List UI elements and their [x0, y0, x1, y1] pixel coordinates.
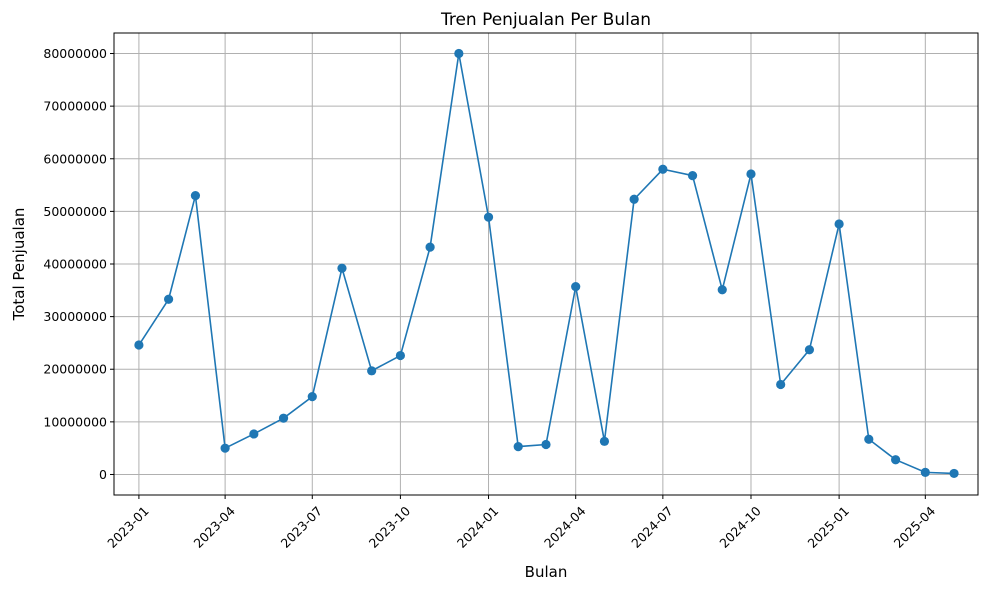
- x-tick-label: 2024-01: [454, 503, 502, 551]
- x-tick-label: 2023-04: [190, 503, 238, 551]
- y-tick-label: 50000000: [43, 204, 107, 219]
- data-point: [190, 190, 201, 201]
- data-point: [717, 285, 727, 295]
- data-point: [249, 429, 259, 439]
- x-tick-label: 2024-10: [716, 503, 764, 551]
- data-point: [746, 169, 756, 179]
- data-point: [454, 48, 464, 59]
- y-tick-label: 20000000: [43, 362, 107, 377]
- data-point: [804, 345, 815, 355]
- data-point: [278, 413, 289, 423]
- data-point: [864, 434, 874, 444]
- data-point: [658, 164, 668, 174]
- data-point: [513, 441, 523, 452]
- data-point: [571, 282, 581, 292]
- chart-title: Tren Penjualan Per Bulan: [440, 10, 651, 30]
- y-tick-label: 60000000: [43, 151, 107, 166]
- data-point: [687, 170, 698, 181]
- data-point: [134, 340, 144, 350]
- data-point: [367, 366, 377, 376]
- x-tick-label: 2025-04: [891, 503, 939, 551]
- data-point: [541, 439, 551, 450]
- data-point: [483, 212, 494, 222]
- data-point: [599, 436, 610, 446]
- data-point: [629, 194, 639, 204]
- y-axis: 0 10000000 20000000 30000000 40000000 5000000…: [43, 46, 114, 482]
- data-point: [776, 379, 786, 390]
- data-point: [163, 294, 174, 304]
- x-tick-label: 2025-01: [804, 503, 852, 551]
- x-tick-label: 2024-04: [541, 503, 589, 551]
- y-tick-label: 10000000: [43, 414, 107, 429]
- y-tick-label: 0: [99, 467, 107, 482]
- y-tick-label: 80000000: [43, 46, 107, 61]
- y-axis-label: Total Penjualan: [10, 208, 28, 322]
- x-tick-label: 2023-07: [278, 503, 326, 551]
- x-tick-label: 2023-01: [104, 503, 152, 551]
- x-axis: 2023-01 2023-04 2023-07 2023-10 2024-01 2024-…: [104, 495, 938, 551]
- y-tick-label: 70000000: [43, 99, 107, 114]
- data-point: [307, 392, 317, 402]
- data-point: [425, 242, 435, 252]
- x-axis-label: Bulan: [525, 563, 568, 581]
- data-point: [891, 455, 901, 465]
- data-points: [134, 48, 959, 479]
- grid: [114, 33, 978, 495]
- x-tick-label: 2023-10: [366, 503, 414, 551]
- y-tick-label: 40000000: [43, 257, 107, 272]
- data-point: [834, 219, 844, 229]
- data-point: [920, 467, 930, 477]
- data-point: [949, 468, 959, 479]
- y-tick-label: 30000000: [43, 309, 107, 324]
- data-point: [220, 443, 230, 453]
- series-line: [138, 53, 955, 475]
- data-point: [337, 263, 347, 273]
- data-point: [395, 350, 406, 361]
- x-tick-label: 2024-07: [628, 503, 676, 551]
